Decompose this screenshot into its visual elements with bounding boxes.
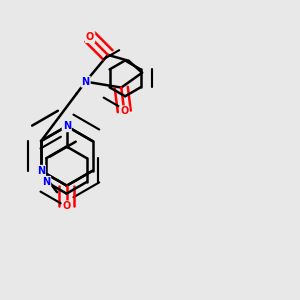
Text: N: N [63, 121, 71, 131]
Text: O: O [63, 202, 71, 212]
Text: N: N [37, 166, 45, 176]
Text: O: O [120, 106, 128, 116]
Text: N: N [82, 76, 90, 87]
Text: N: N [42, 177, 50, 187]
Text: O: O [86, 32, 94, 42]
